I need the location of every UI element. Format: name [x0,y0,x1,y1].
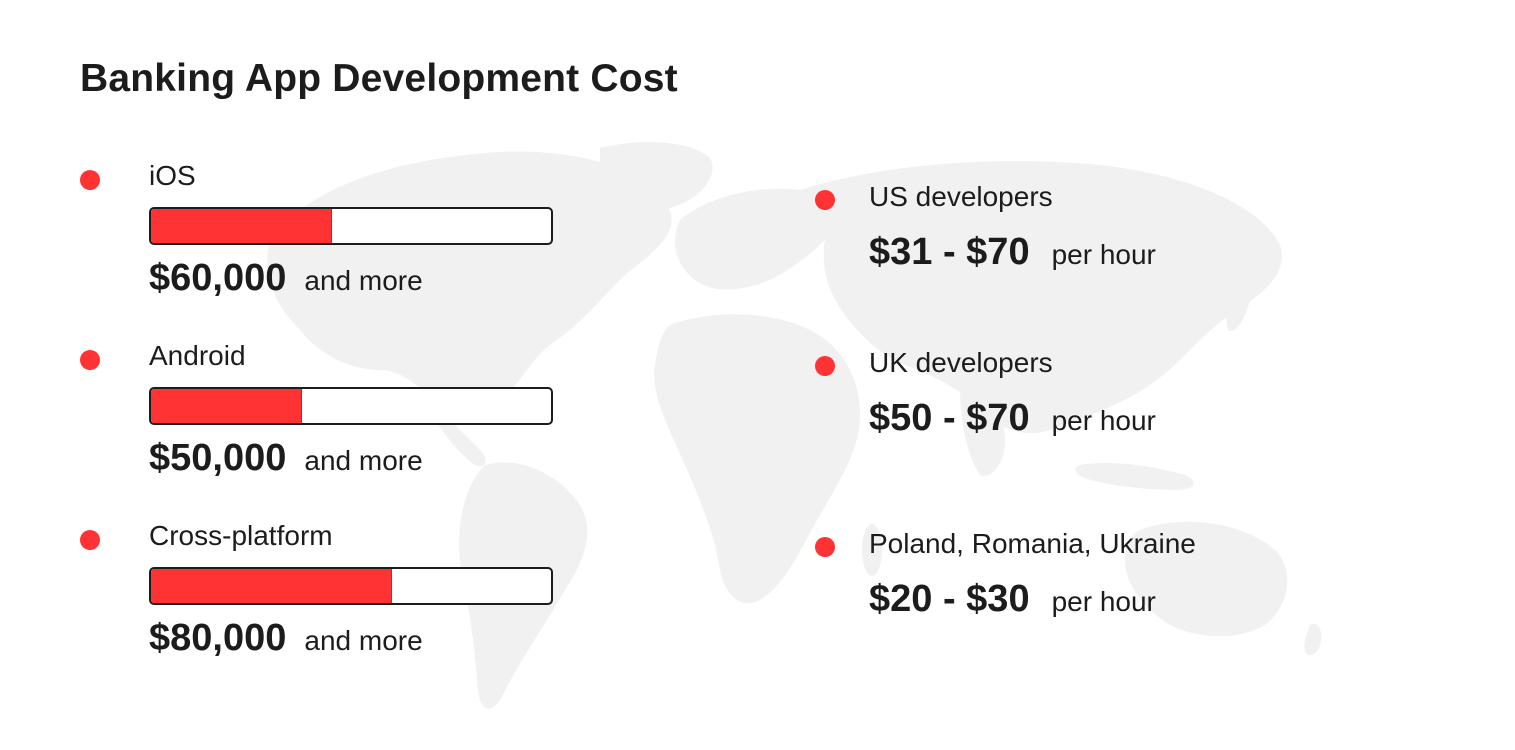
bullet-dot-icon [80,170,100,190]
cost-suffix: and more [304,625,423,656]
region-label: Poland, Romania, Ukraine [869,528,1196,559]
japan-shape [1226,276,1252,331]
cost-progress-bar [149,567,553,605]
india-shape [960,385,1005,476]
cost-suffix: and more [304,265,423,296]
cost-progress-fill [151,389,302,423]
bullet-dot-icon [815,190,835,210]
cost-progress-fill [151,569,392,603]
cost-suffix: and more [304,445,423,476]
rate-item-eastern-europe: Poland, Romania, Ukraine $20 - $30 per ho… [815,528,1295,632]
platform-label: Cross-platform [149,520,333,551]
world-map-background [267,142,1322,709]
cost-progress-bar [149,207,553,245]
cost-progress-bar [149,387,553,425]
africa-shape [654,314,860,604]
asia-shape [800,161,1282,434]
madagascar-shape [862,524,882,576]
rate-line: $50 - $70 per hour [869,397,1156,440]
platform-label: Android [149,340,246,371]
rate-suffix: per hour [1051,405,1156,436]
rate-item-uk: UK developers $50 - $70 per hour [815,347,1295,451]
region-label: US developers [869,181,1053,212]
cost-item-android: Android $50,000 and more [80,340,560,490]
bullet-dot-icon [815,356,835,376]
cost-amount: $60,000 [149,257,287,299]
greenland-shape [600,142,713,209]
bullet-dot-icon [815,537,835,557]
bullet-dot-icon [80,350,100,370]
rate-range: $50 - $70 [869,397,1030,439]
cost-amount: $80,000 [149,617,287,659]
rate-suffix: per hour [1051,239,1156,270]
cost-progress-fill [151,209,332,243]
rate-suffix: per hour [1051,586,1156,617]
rate-range: $31 - $70 [869,231,1030,273]
cost-line: $50,000 and more [149,437,423,480]
rate-line: $31 - $70 per hour [869,231,1156,274]
bullet-dot-icon [80,530,100,550]
rate-range: $20 - $30 [869,578,1030,620]
cost-item-ios: iOS $60,000 and more [80,160,560,310]
cost-line: $80,000 and more [149,617,423,660]
page-title: Banking App Development Cost [80,57,678,100]
region-label: UK developers [869,347,1053,378]
rate-line: $20 - $30 per hour [869,578,1156,621]
europe-shape [675,188,832,290]
rate-item-us: US developers $31 - $70 per hour [815,181,1295,285]
cost-item-cross-platform: Cross-platform $80,000 and more [80,520,560,670]
cost-amount: $50,000 [149,437,287,479]
new-zealand-shape [1304,624,1322,656]
cost-line: $60,000 and more [149,257,423,300]
platform-label: iOS [149,160,196,191]
australia-shape [1125,521,1288,637]
indonesia-shape [1075,463,1194,490]
